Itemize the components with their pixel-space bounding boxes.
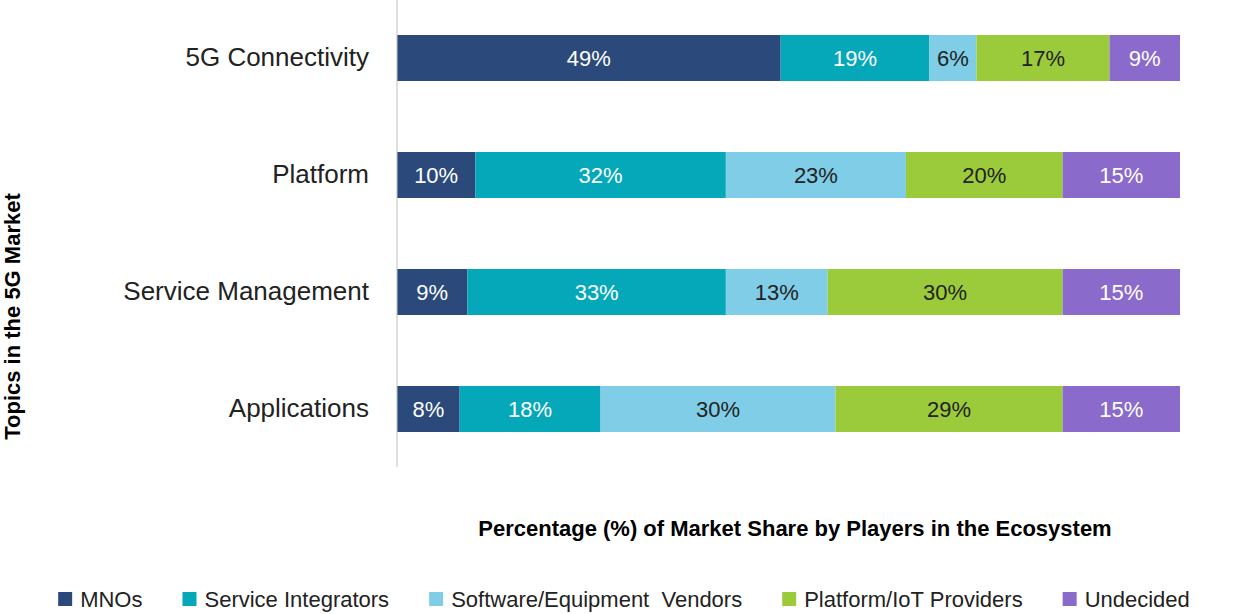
legend-item: Undecided	[1063, 587, 1190, 612]
bar-segment	[1110, 35, 1180, 81]
data-label: 30%	[696, 397, 740, 422]
data-label: 19%	[833, 46, 877, 71]
data-label: 30%	[923, 280, 967, 305]
chart: 49% 19% 6% 17% 9% 10% 32% 23% 20% 15% 9% 33% 13% 30% 1…	[0, 0, 1248, 614]
legend-label: Platform/IoT Providers	[804, 587, 1022, 612]
bar-segment	[929, 35, 976, 81]
data-label: 9%	[416, 280, 448, 305]
data-label: 9%	[1129, 46, 1161, 71]
y-axis-title: Topics in the 5G Market	[0, 193, 25, 440]
legend-item: MNOs	[58, 587, 142, 612]
bar-segment	[397, 269, 467, 315]
bar-segment	[726, 152, 906, 198]
bar-segment	[726, 269, 828, 315]
legend-label: Software/Equipment Vendors	[451, 587, 742, 612]
data-label: 13%	[755, 280, 799, 305]
legend-label: Service Integrators	[204, 587, 389, 612]
bar-segment	[475, 152, 726, 198]
data-label: 29%	[927, 397, 971, 422]
category-label: Service Management	[123, 276, 369, 306]
legend-swatch	[182, 592, 196, 606]
data-label: 15%	[1099, 397, 1143, 422]
category-label: Platform	[272, 159, 369, 189]
legend: MNOs Service Integrators Software/Equipmen…	[58, 587, 1190, 612]
legend-swatch	[58, 592, 72, 606]
data-label: 20%	[962, 163, 1006, 188]
bar-segment	[397, 152, 475, 198]
x-axis-title: Percentage (%) of Market Share by Player…	[478, 516, 1111, 541]
bar-segment	[460, 386, 601, 432]
bar-segment	[976, 35, 1109, 81]
data-label: 6%	[937, 46, 969, 71]
data-label: 15%	[1099, 163, 1143, 188]
data-label: 33%	[575, 280, 619, 305]
y-axis-line	[397, 0, 398, 467]
legend-label: Undecided	[1085, 587, 1190, 612]
bars	[397, 35, 1180, 432]
legend-item: Software/Equipment Vendors	[429, 587, 742, 612]
category-label: 5G Connectivity	[185, 42, 369, 72]
data-label: 10%	[414, 163, 458, 188]
category-label: Applications	[229, 393, 369, 423]
bar-segment	[1063, 152, 1180, 198]
bar-segment	[1063, 386, 1180, 432]
legend-swatch	[1063, 592, 1077, 606]
legend-label: MNOs	[80, 587, 142, 612]
data-label: 18%	[508, 397, 552, 422]
data-label: 32%	[579, 163, 623, 188]
bar-segment	[397, 386, 460, 432]
data-label: 23%	[794, 163, 838, 188]
bar-segment	[467, 269, 725, 315]
bar-segment	[601, 386, 836, 432]
bar-segment	[906, 152, 1063, 198]
legend-item: Platform/IoT Providers	[782, 587, 1022, 612]
data-label: 49%	[567, 46, 611, 71]
bar-segment	[828, 269, 1063, 315]
data-labels: 49% 19% 6% 17% 9% 10% 32% 23% 20% 15% 9% 33% 13% 30% 1…	[412, 46, 1160, 422]
data-label: 15%	[1099, 280, 1143, 305]
data-label: 17%	[1021, 46, 1065, 71]
bar-segment	[397, 35, 781, 81]
bar-segment	[835, 386, 1062, 432]
bar-segment	[1063, 269, 1180, 315]
legend-item: Service Integrators	[182, 587, 389, 612]
legend-swatch	[429, 592, 443, 606]
legend-swatch	[782, 592, 796, 606]
bar-segment	[781, 35, 930, 81]
data-label: 8%	[412, 397, 444, 422]
